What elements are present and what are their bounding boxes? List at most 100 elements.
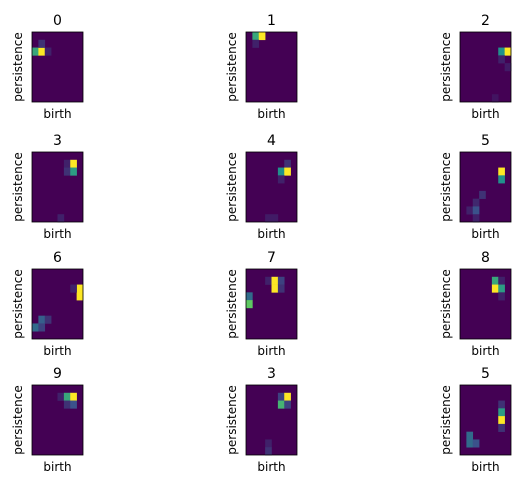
heatmap-cell	[277, 167, 285, 176]
heatmap-cell	[277, 284, 285, 293]
heatmap-cell	[472, 439, 480, 448]
heatmap-cell	[32, 323, 39, 332]
y-axis-label: persistence	[225, 32, 239, 101]
x-axis-label: birth	[43, 344, 71, 358]
heatmap-cell	[76, 284, 84, 293]
panel-frame	[459, 384, 512, 456]
panel-title: 2	[481, 13, 490, 29]
heatmap-cell	[498, 47, 505, 56]
y-axis-label: persistence	[225, 385, 239, 454]
heatmap-cell	[479, 190, 486, 199]
heatmap-cell	[277, 175, 285, 184]
x-axis-label: birth	[257, 107, 285, 121]
x-axis-label: birth	[257, 460, 285, 474]
heatmap-cell	[498, 292, 505, 301]
x-axis-label: birth	[257, 344, 285, 358]
heatmap-cell	[271, 214, 279, 223]
y-axis-label: persistence	[225, 152, 239, 221]
heatmap-cell	[466, 439, 474, 448]
heatmap-cell	[498, 400, 505, 409]
heatmap-cell	[498, 416, 505, 425]
heatmap-cell	[76, 292, 84, 301]
heatmap-cell	[466, 206, 474, 215]
x-axis-label: birth	[43, 107, 71, 121]
y-axis-label: persistence	[11, 269, 25, 338]
heatmap-panel: 1 birth persistence	[225, 13, 298, 121]
x-axis-label: birth	[471, 107, 499, 121]
y-axis-label: persistence	[439, 152, 453, 221]
heatmap-cell	[472, 214, 480, 223]
heatmap-cell	[38, 315, 46, 324]
heatmap-cell	[70, 392, 77, 401]
panel-title: 8	[481, 250, 490, 266]
heatmap-cell	[277, 392, 285, 401]
heatmap-cell	[252, 39, 260, 48]
x-axis-label: birth	[471, 460, 499, 474]
heatmap-cell	[57, 392, 65, 401]
panel-frame	[459, 268, 512, 340]
x-axis-label: birth	[257, 227, 285, 241]
y-axis-label: persistence	[11, 152, 25, 221]
heatmap-cell	[246, 300, 253, 309]
heatmap-cell	[491, 284, 499, 293]
heatmap-panel: 7 birth persistence	[225, 250, 298, 358]
panel-frame	[31, 151, 84, 223]
heatmap-cell	[472, 206, 480, 215]
heatmap-panel: 5 birth persistence	[439, 133, 512, 241]
heatmap-cell	[277, 276, 285, 285]
heatmap-cell	[472, 198, 480, 207]
heatmap-cell	[70, 284, 77, 293]
heatmap-cell	[70, 400, 77, 409]
panel-frame	[245, 31, 298, 103]
panel-frame	[31, 384, 84, 456]
heatmap-cell	[63, 159, 71, 168]
panel-title: 1	[267, 13, 276, 29]
panel-title: 6	[53, 250, 62, 266]
heatmap-cell	[63, 400, 71, 409]
panel-frame	[31, 268, 84, 340]
heatmap-cell	[271, 284, 279, 293]
heatmap-cell	[57, 214, 65, 223]
x-axis-label: birth	[471, 344, 499, 358]
heatmap-cell	[504, 63, 512, 72]
heatmap-cell	[265, 447, 272, 456]
heatmap-cell	[504, 47, 512, 56]
heatmap-cell	[246, 292, 253, 301]
heatmap-cell	[498, 408, 505, 417]
heatmap-cell	[284, 392, 291, 401]
heatmap-panel: 3 birth persistence	[11, 133, 84, 241]
heatmap-cell	[284, 400, 291, 409]
heatmap-cell	[498, 284, 505, 293]
heatmap-cell	[265, 214, 272, 223]
heatmap-cell	[252, 32, 260, 41]
panel-title: 9	[53, 366, 62, 382]
heatmap-cell	[498, 55, 505, 64]
heatmap-panel: 0 birth persistence	[11, 13, 84, 121]
panel-title: 3	[53, 133, 62, 149]
heatmap-cell	[284, 167, 291, 176]
heatmap-panel: 2 birth persistence	[439, 13, 512, 121]
panel-frame	[459, 31, 512, 103]
heatmap-cell	[498, 276, 505, 285]
panel-frame	[245, 268, 298, 340]
heatmap-panel: 3 birth persistence	[225, 366, 298, 474]
heatmap-cell	[498, 167, 505, 176]
heatmap-cell	[277, 400, 285, 409]
heatmap-panel: 9 birth persistence	[11, 366, 84, 474]
panel-frame	[31, 31, 84, 103]
heatmap-cell	[284, 159, 291, 168]
heatmap-cell	[38, 323, 46, 332]
panel-title: 7	[267, 250, 276, 266]
y-axis-label: persistence	[225, 269, 239, 338]
y-axis-label: persistence	[439, 269, 453, 338]
panel-frame	[245, 384, 298, 456]
x-axis-label: birth	[43, 460, 71, 474]
panel-frame	[245, 151, 298, 223]
y-axis-label: persistence	[439, 385, 453, 454]
x-axis-label: birth	[471, 227, 499, 241]
panel-frame	[459, 151, 512, 223]
heatmap-cell	[265, 439, 272, 448]
heatmap-panel: 6 birth persistence	[11, 250, 84, 358]
x-axis-label: birth	[43, 227, 71, 241]
